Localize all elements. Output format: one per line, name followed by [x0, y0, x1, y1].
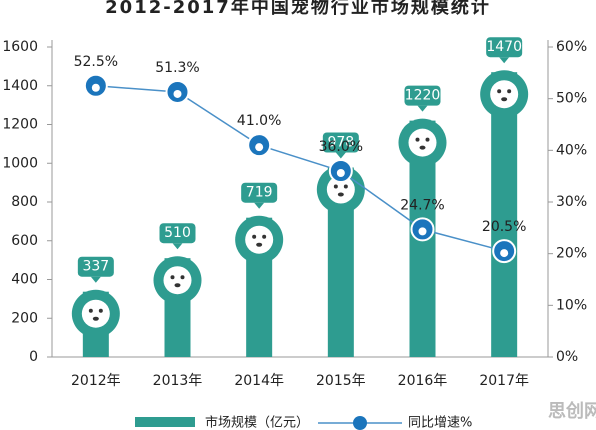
y-tick-label: 0 — [29, 349, 38, 365]
y-tick-label: 1400 — [2, 78, 38, 94]
pet-eye — [343, 184, 348, 189]
pet-nose — [174, 283, 181, 288]
y-tick-label: 400 — [11, 272, 38, 288]
x-tick-label: 2015年 — [316, 373, 366, 389]
value-bubble — [486, 37, 523, 58]
line-value-label: 36.0% — [319, 139, 363, 155]
bar-value-label: 1220 — [405, 88, 441, 104]
legend-label: 同比增速% — [408, 416, 472, 430]
value-bubble-tip — [499, 57, 510, 64]
value-bubble — [322, 132, 359, 153]
pet-nose — [501, 97, 508, 102]
pet-eye — [497, 89, 502, 94]
pet-eye — [98, 308, 103, 313]
pet-eye — [180, 275, 185, 280]
pet-nose — [337, 192, 344, 197]
value-bubble — [404, 85, 441, 106]
y2-tick-label: 10% — [556, 297, 587, 313]
y2-tick-label: 50% — [556, 91, 587, 107]
line — [95, 85, 505, 252]
value-bubble-tip — [417, 105, 428, 112]
paw — [336, 169, 345, 177]
paw — [418, 227, 427, 236]
pet-face — [490, 80, 519, 109]
y-tick-label: 1000 — [2, 155, 38, 171]
line-value-label: 24.7% — [400, 197, 444, 213]
y-tick-label: 200 — [11, 310, 38, 326]
pet-eye — [425, 137, 430, 142]
y2-tick-label: 40% — [556, 142, 587, 158]
chart-title: 2012-2017年中国宠物行业市场规模统计 — [105, 0, 491, 18]
y2-tick-label: 60% — [556, 39, 587, 55]
pet-face — [326, 175, 355, 204]
pet-eye — [262, 234, 267, 239]
paw — [91, 83, 100, 92]
pet-eye — [507, 89, 512, 94]
legend-swatch — [135, 417, 195, 427]
pet-eye — [252, 234, 257, 239]
pet-nose — [92, 316, 99, 321]
y2-tick-label: 20% — [556, 246, 587, 262]
y-tick-label: 1600 — [2, 39, 38, 55]
pet-face — [408, 128, 437, 157]
y2-tick-label: 0% — [556, 349, 578, 365]
value-bubble-tip — [254, 202, 265, 209]
pet-eye — [415, 137, 420, 142]
bar-value-label: 978 — [327, 135, 354, 151]
line-value-label: 41.0% — [237, 113, 281, 129]
x-tick-label: 2014年 — [234, 373, 284, 389]
pet-nose — [256, 242, 263, 247]
x-tick-label: 2013年 — [153, 373, 203, 389]
bar-value-label: 510 — [164, 225, 191, 241]
x-tick-label: 2017年 — [479, 373, 529, 389]
paw — [500, 249, 509, 258]
pet-face — [81, 299, 110, 328]
pet-face — [245, 225, 274, 254]
pet-eye — [170, 275, 175, 280]
pet-eye — [88, 308, 93, 313]
x-tick-label: 2016年 — [398, 373, 448, 389]
pet-face — [163, 266, 192, 295]
watermark: 思创网 — [548, 400, 596, 422]
y-tick-label: 800 — [11, 194, 38, 210]
value-bubble-tip — [335, 152, 346, 159]
x-tick-label: 2012年 — [71, 373, 121, 389]
line-value-label: 51.3% — [155, 60, 199, 76]
paw — [255, 143, 264, 152]
legend-marker — [353, 416, 367, 430]
bar-value-label: 719 — [246, 185, 273, 201]
value-bubble — [77, 256, 114, 277]
paw — [173, 89, 182, 98]
line-value-label: 52.5% — [74, 54, 118, 70]
pet-nose — [419, 145, 426, 150]
legend-label: 市场规模（亿元） — [205, 415, 309, 430]
bar-value-label: 337 — [82, 259, 109, 275]
value-bubble-tip — [172, 243, 183, 250]
value-bubble — [159, 223, 196, 244]
y2-tick-label: 30% — [556, 194, 587, 210]
value-bubble-tip — [90, 276, 101, 283]
value-bubble — [241, 182, 278, 203]
bar — [491, 72, 518, 357]
line-value-label: 20.5% — [482, 219, 526, 235]
bar-value-label: 1470 — [486, 39, 522, 55]
y-tick-label: 1200 — [2, 117, 38, 133]
pet-eye — [333, 184, 338, 189]
y-tick-label: 600 — [11, 233, 38, 249]
